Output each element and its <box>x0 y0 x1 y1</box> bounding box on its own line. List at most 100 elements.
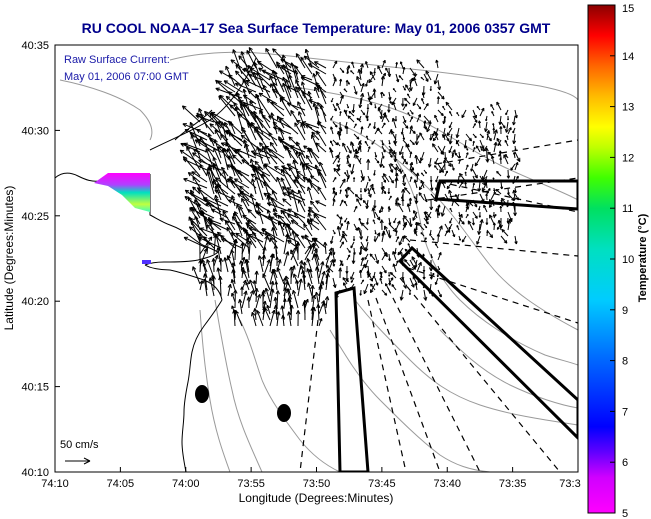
current-vector <box>456 127 460 138</box>
current-vector-head <box>268 115 272 120</box>
current-vector <box>232 269 236 285</box>
current-vector-head <box>287 251 290 256</box>
current-vector-head <box>184 196 189 198</box>
current-vector <box>392 117 397 129</box>
current-vector-head <box>269 237 272 242</box>
current-vector-head <box>241 286 244 290</box>
current-vector-head <box>284 298 287 303</box>
current-vector <box>266 98 285 117</box>
current-vector <box>290 110 299 123</box>
current-vector-head <box>355 228 358 231</box>
current-vector <box>316 130 327 147</box>
current-vector <box>304 245 312 255</box>
current-vector <box>389 149 397 159</box>
current-vector-head <box>423 126 427 130</box>
current-vector <box>461 235 467 243</box>
current-vector-head <box>255 176 259 180</box>
current-vector-head <box>310 306 314 311</box>
current-vector-head <box>250 150 255 155</box>
current-vector-head <box>411 112 414 115</box>
current-vector-head <box>392 101 396 105</box>
current-vector-head <box>249 67 253 72</box>
current-vector-head <box>294 122 299 126</box>
current-vector-head <box>408 87 412 92</box>
current-vector-head <box>205 240 209 245</box>
current-vector-head <box>347 220 350 225</box>
current-vector-head <box>369 253 373 256</box>
current-vector-head <box>368 194 372 198</box>
current-vector <box>261 228 285 243</box>
current-vector-head <box>295 233 297 238</box>
current-vector <box>248 123 271 141</box>
current-vector-head <box>469 202 472 204</box>
current-vector <box>370 283 376 291</box>
current-vector-head <box>388 206 391 209</box>
current-vector <box>441 205 446 217</box>
current-vector-head <box>512 180 514 184</box>
current-vector-head <box>307 268 311 272</box>
coastline <box>55 57 257 472</box>
current-vector-head <box>281 305 285 310</box>
current-vector-head <box>226 95 231 98</box>
current-vector-head <box>194 199 199 203</box>
current-vector-head <box>215 177 218 182</box>
current-vector-head <box>372 187 375 190</box>
current-vector-head <box>330 240 332 244</box>
current-vector-head <box>293 246 298 250</box>
current-vector-head <box>256 201 260 206</box>
current-vector-head <box>286 85 291 90</box>
current-vector <box>332 103 337 112</box>
current-vector-head <box>270 288 274 293</box>
current-vector-head <box>283 287 287 292</box>
current-vector-head <box>346 80 349 83</box>
current-vector-head <box>248 47 253 50</box>
current-vector <box>279 117 299 135</box>
current-vector-head <box>221 167 223 172</box>
current-vector <box>255 94 264 117</box>
current-vector-head <box>209 112 212 118</box>
current-vector-head <box>242 227 245 232</box>
current-vector-head <box>202 197 206 202</box>
current-vector-head <box>471 222 475 226</box>
current-vector-head <box>243 104 248 107</box>
current-vector <box>290 304 293 321</box>
current-vector <box>465 133 472 142</box>
current-vector-head <box>403 88 406 91</box>
current-vector <box>347 186 355 195</box>
scale-arrow <box>65 457 91 465</box>
current-vector-head <box>236 91 240 96</box>
current-vector-head <box>383 180 386 183</box>
current-vector-head <box>359 293 361 296</box>
current-vector <box>346 154 349 165</box>
current-vector-head <box>416 59 419 64</box>
current-vector-head <box>333 77 336 80</box>
current-vector <box>397 202 404 213</box>
current-vector-head <box>348 110 352 113</box>
beam-box-south <box>334 286 370 472</box>
current-vector-head <box>294 212 299 216</box>
current-vector-head <box>417 172 420 177</box>
current-vector <box>276 267 285 285</box>
current-vector <box>262 146 271 165</box>
current-vector-head <box>306 178 309 183</box>
current-vector-head <box>226 178 230 183</box>
current-vector <box>395 177 398 189</box>
current-vector <box>307 209 327 219</box>
current-vector-head <box>251 173 256 176</box>
current-vector-head <box>197 187 202 190</box>
current-vector-head <box>182 156 185 161</box>
current-vector-head <box>276 176 281 181</box>
current-vector-head <box>223 169 227 174</box>
current-vector-head <box>209 123 212 128</box>
current-vector-head <box>512 201 516 206</box>
current-vector <box>318 85 327 105</box>
current-vector-head <box>339 267 343 272</box>
current-vector-head <box>315 164 319 169</box>
current-vector-head <box>324 296 328 301</box>
current-vector-head <box>294 69 298 74</box>
current-vector-head <box>260 292 264 297</box>
current-vector-head <box>455 134 458 138</box>
current-vector-head <box>337 225 341 230</box>
current-vector-head <box>353 177 356 180</box>
current-vector-head <box>254 308 258 312</box>
